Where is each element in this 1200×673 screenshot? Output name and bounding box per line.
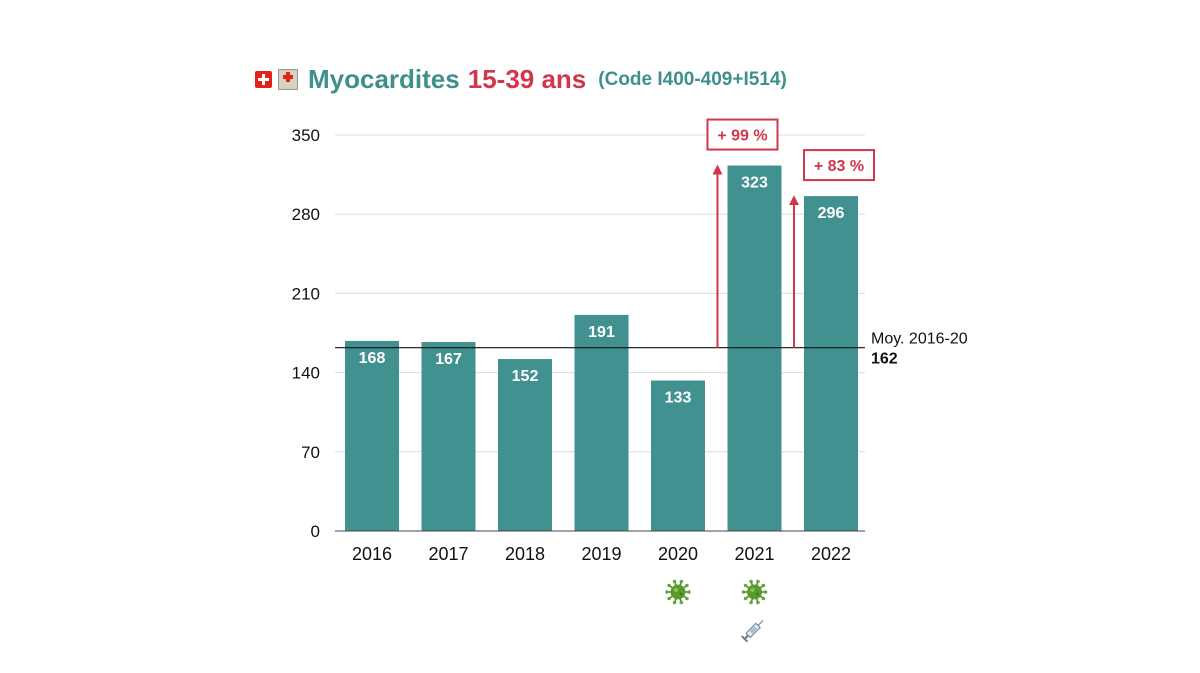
bar-value-label-2021: 323 <box>741 175 768 192</box>
bar-2019 <box>574 314 629 531</box>
y-tick-label-140: 140 <box>292 364 320 383</box>
virus-icon-2020 <box>665 579 691 605</box>
x-tick-label-2019: 2019 <box>581 544 621 564</box>
x-tick-label-2016: 2016 <box>352 544 392 564</box>
bar-2018 <box>498 359 552 531</box>
annotation-box-2022 <box>803 149 875 182</box>
title-main: Myocardites <box>308 64 460 94</box>
bar-value-label-2020: 133 <box>665 390 692 407</box>
annotation-box-2021 <box>706 118 779 151</box>
bar-2017 <box>421 342 476 531</box>
bar-value-label-2016: 168 <box>359 350 386 367</box>
average-line-label: Moy. 2016-20 <box>871 331 968 348</box>
annotation-text-2022: + 83 % <box>814 158 864 175</box>
x-tick-label-2020: 2020 <box>658 544 698 564</box>
virus-icon-2021 <box>741 579 768 605</box>
chart-title: Myocardites 15-39 ans (Code I400-409+I51… <box>255 64 787 95</box>
bar-value-label-2017: 167 <box>435 351 462 368</box>
bar-value-label-2022: 296 <box>818 205 845 222</box>
average-line-value: 162 <box>871 351 898 368</box>
x-tick-label-2021: 2021 <box>734 544 774 564</box>
bar-2020 <box>651 380 705 531</box>
bar-value-label-2019: 191 <box>588 324 615 341</box>
hospital-icon <box>278 69 298 90</box>
y-tick-label-280: 280 <box>292 205 320 224</box>
title-age-range: 15-39 ans <box>467 64 587 94</box>
syringe-icon-2021 <box>741 620 764 643</box>
annotation-text-2021: + 99 % <box>717 128 767 145</box>
swiss-flag-icon <box>255 71 272 88</box>
bar-value-label-2018: 152 <box>512 368 539 385</box>
x-tick-label-2017: 2017 <box>428 544 468 564</box>
bar-2016 <box>345 340 399 531</box>
x-tick-label-2018: 2018 <box>505 544 545 564</box>
y-tick-label-0: 0 <box>311 522 320 541</box>
y-tick-label-210: 210 <box>292 284 320 303</box>
y-tick-label-70: 70 <box>301 443 320 462</box>
x-tick-label-2022: 2022 <box>811 544 851 564</box>
title-code: (Code I400-409+I514) <box>598 68 787 90</box>
y-tick-label-350: 350 <box>292 126 320 145</box>
bar-2022 <box>804 196 858 531</box>
